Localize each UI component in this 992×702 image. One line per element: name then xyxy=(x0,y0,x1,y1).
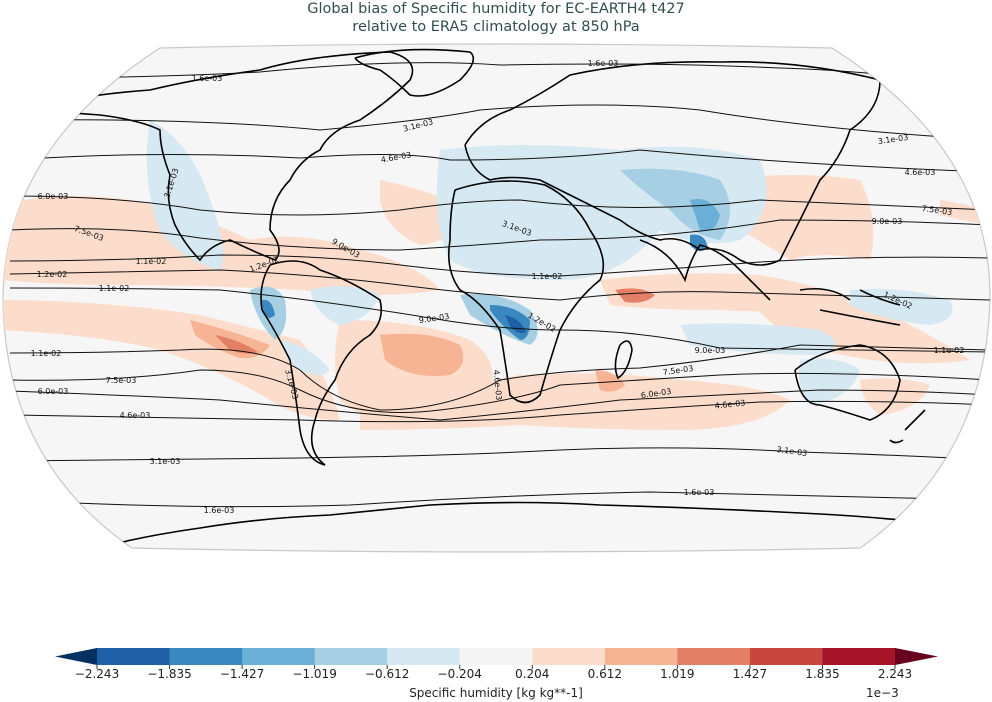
contour-label: 3.1e-03 xyxy=(877,133,909,146)
colorbar-segment xyxy=(604,648,678,665)
contour-label: 1.1e-02 xyxy=(31,349,62,358)
colorbar-segment xyxy=(822,648,896,665)
contour-label: 4.6e-03 xyxy=(905,168,936,177)
contour-label: 1.1e-02 xyxy=(99,284,130,293)
colorbar-tick-label: 0.204 xyxy=(515,667,550,681)
colorbar-extend-max xyxy=(895,648,938,665)
colorbar-tick-label: −0.612 xyxy=(364,667,410,681)
colorbar-segment xyxy=(387,648,461,665)
contour-label: 6.0e-03 xyxy=(38,387,69,396)
contour-label: 1.2e-02 xyxy=(37,270,68,279)
colorbar-segment xyxy=(459,648,533,665)
title-line-1: Global bias of Specific humidity for EC-… xyxy=(307,1,685,17)
colorbar-segment xyxy=(97,648,171,665)
colorbar-scale-factor: 1e−3 xyxy=(866,686,899,700)
contour-label: 1.6e-03 xyxy=(204,506,235,515)
colorbar-segment xyxy=(314,648,388,665)
colorbar-tick-label: −2.243 xyxy=(74,667,120,681)
colorbar-segment xyxy=(749,648,823,665)
world-map: 1.6e-03 1.6e-03 3.1e-03 3.1e-03 4.6e-03 4.6e-… xyxy=(2,43,991,553)
contour-label: 1.1e-02 xyxy=(934,346,965,355)
colorbar-tick-label: 1.427 xyxy=(732,667,768,681)
climatology-contours xyxy=(9,62,991,508)
colorbar-tick-label: −1.427 xyxy=(219,667,265,681)
contour-label: 4.6e-03 xyxy=(120,411,151,420)
colorbar-segment xyxy=(242,648,316,665)
contour-label: 1.1e-02 xyxy=(136,257,167,266)
colorbar-tick-label: 0.612 xyxy=(587,667,622,681)
colorbar xyxy=(0,640,992,702)
colorbar-extend-min xyxy=(55,648,97,665)
colorbar-tick-label: −0.204 xyxy=(437,667,482,681)
colorbar-tick-label: −1.835 xyxy=(147,667,192,681)
contour-label: 7.5e-03 xyxy=(921,204,953,217)
contour-label: 6.0e-03 xyxy=(640,387,672,400)
contour-label: 1.1e-02 xyxy=(532,272,563,281)
title-line-2: relative to ERA5 climatology at 850 hPa xyxy=(352,19,640,35)
contour-label: 3.1e-03 xyxy=(150,457,181,466)
contour-label: 6.0e-03 xyxy=(38,192,69,201)
colorbar-tick-label: 2.243 xyxy=(877,667,913,681)
colorbar-segment xyxy=(532,648,606,665)
bias-field xyxy=(3,120,990,430)
contour-label: 7.5e-03 xyxy=(662,364,694,377)
contour-label: 1.6e-03 xyxy=(192,74,223,83)
contour-label: 9.0e-03 xyxy=(418,312,450,325)
contour-label: 1.6e-03 xyxy=(684,488,715,497)
contour-label: 4.6e-03 xyxy=(714,398,745,410)
contour-label: 9.0e-03 xyxy=(695,346,726,355)
colorbar-segment xyxy=(169,648,243,665)
contour-label: 4.6e-03 xyxy=(492,369,504,400)
colorbar-tick-label: −1.019 xyxy=(292,667,337,681)
contour-label: 3.1e-03 xyxy=(776,445,808,458)
colorbar-segment xyxy=(677,648,751,665)
contour-label: 7.5e-03 xyxy=(106,376,137,385)
contour-label: 1.6e-03 xyxy=(588,59,619,68)
colorbar-tick-label: 1.835 xyxy=(805,667,840,681)
colorbar-label: Specific humidity [kg kg**-1] xyxy=(409,686,583,700)
chart-title: Global bias of Specific humidity for EC-… xyxy=(0,0,992,36)
colorbar-tick-label: 1.019 xyxy=(660,667,695,681)
contour-label: 9.0e-03 xyxy=(872,217,903,226)
